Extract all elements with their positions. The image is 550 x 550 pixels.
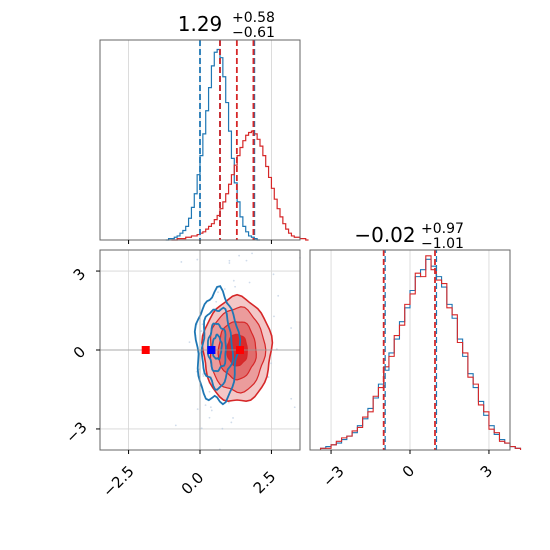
joint-scatter-point xyxy=(228,262,231,264)
joint-scatter-point xyxy=(238,254,240,257)
joint-scatter-point xyxy=(221,427,224,430)
joint-crosshair xyxy=(100,250,300,450)
x-tick-label-0.0: 0.0 xyxy=(178,469,208,499)
joint-scatter-point xyxy=(270,362,273,365)
right-x-tick-label-0: 0 xyxy=(399,462,418,481)
right-histogram-series xyxy=(319,255,522,450)
right-histogram-ticks xyxy=(330,450,490,454)
joint-scatter-point xyxy=(215,300,218,303)
joint-marker-square xyxy=(236,346,244,354)
y-tick-label-3: 3 xyxy=(70,265,89,284)
top-histogram-series-line xyxy=(165,48,260,241)
right-title-upper: +0.97 xyxy=(421,221,464,237)
top-title-median: 1.29 xyxy=(178,12,223,36)
right-title-median: −0.02 xyxy=(354,223,415,247)
joint-scatter-point xyxy=(196,258,199,261)
top-histogram-series-line xyxy=(171,130,309,241)
joint-scatter-point xyxy=(277,294,280,297)
top-title-upper: +0.58 xyxy=(232,10,275,26)
joint-scatter-point xyxy=(208,390,211,393)
joint-scatter-point xyxy=(217,291,219,294)
joint-scatter-point xyxy=(201,323,204,326)
joint-scatter-point xyxy=(273,315,275,318)
joint-scatter-point xyxy=(202,375,205,377)
y-tick-label-neg3: −3 xyxy=(62,418,90,446)
joint-scatter-point xyxy=(230,421,233,424)
joint-contour-panel: 3 0 −3 −2.5 0.0 2.5 xyxy=(62,249,301,501)
x-tick-label-neg2.5: −2.5 xyxy=(99,462,137,500)
joint-scatter-point xyxy=(248,281,251,284)
joint-scatter-point xyxy=(209,406,212,409)
joint-scatter-point xyxy=(180,261,183,263)
joint-scatter-point xyxy=(267,376,270,378)
joint-scatter-point xyxy=(290,327,292,329)
y-tick-label-0: 0 xyxy=(70,343,89,362)
top-histogram-ticks xyxy=(128,240,272,244)
joint-scatter-point xyxy=(202,373,204,376)
joint-blue-contour xyxy=(193,285,242,406)
joint-scatter-point xyxy=(188,341,191,344)
joint-scatter-point xyxy=(245,259,248,262)
right-histogram-series-line xyxy=(319,258,522,450)
top-title-lower: −0.61 xyxy=(232,25,275,41)
top-histogram-quantile-lines xyxy=(199,40,256,240)
joint-scatter-point xyxy=(174,424,177,427)
x-tick-label-2.5: 2.5 xyxy=(250,468,280,498)
joint-scatter-point xyxy=(223,288,226,290)
joint-marker-square xyxy=(141,346,150,354)
joint-scatter-point xyxy=(208,416,211,419)
joint-scatter-point xyxy=(227,401,230,404)
joint-scatter-point xyxy=(200,427,203,430)
right-histogram-quantile-lines xyxy=(382,250,438,450)
right-histogram-series-line xyxy=(319,255,522,450)
joint-scatter-point xyxy=(234,285,236,288)
joint-scatter-point xyxy=(204,404,207,407)
right-x-tick-label-3: 3 xyxy=(477,462,496,481)
right-x-tick-label-neg3: −3 xyxy=(319,462,347,490)
right-histogram-title: −0.02 xyxy=(354,223,415,247)
joint-scatter-point xyxy=(290,397,293,400)
joint-ticks xyxy=(96,270,272,454)
joint-scatter-point xyxy=(210,409,213,412)
right-histogram-gridlines xyxy=(330,250,490,450)
joint-scatter-point xyxy=(232,417,234,419)
joint-scatter-point xyxy=(228,259,231,262)
joint-scatter-point xyxy=(196,408,199,410)
top-histogram-title: 1.29 xyxy=(178,12,223,36)
joint-scatter-point xyxy=(275,348,278,350)
joint-scatter-point xyxy=(272,273,275,276)
joint-scatter-point xyxy=(293,406,296,409)
top-histogram-panel: 1.29 +0.58 −0.61 xyxy=(99,10,309,244)
right-histogram-panel: −0.02 +0.97 −1.01 −3 0 3 xyxy=(309,221,522,491)
joint-marker-square xyxy=(207,346,216,354)
joint-blue-contour xyxy=(200,306,235,391)
joint-scatter-point xyxy=(232,279,235,282)
joint-scatter-point xyxy=(200,330,203,332)
joint-scatter-point xyxy=(251,252,253,255)
joint-markers xyxy=(141,346,244,354)
right-title-lower: −1.01 xyxy=(421,236,464,252)
